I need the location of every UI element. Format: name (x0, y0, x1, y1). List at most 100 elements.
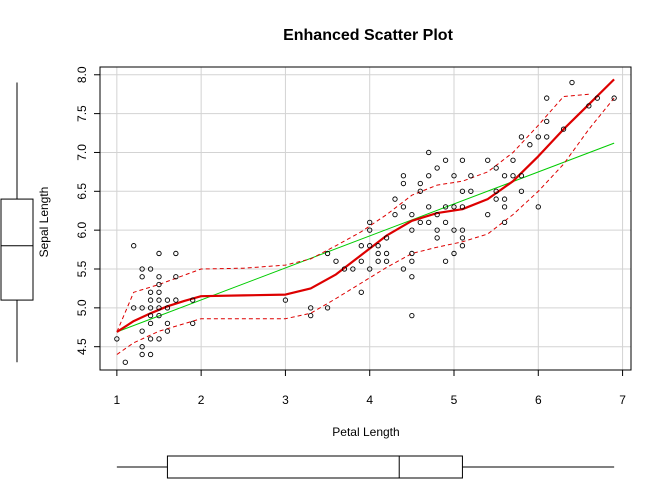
data-point (417, 219, 423, 226)
data-point (139, 351, 145, 358)
data-point (485, 211, 491, 218)
x-boxplot (116, 455, 615, 479)
data-point (147, 289, 154, 295)
data-point (434, 235, 440, 241)
x-tick-label: 4 (366, 393, 373, 407)
data-point (392, 211, 398, 218)
data-point (518, 188, 525, 194)
y-tick-label: 5.5 (75, 260, 89, 277)
data-point (400, 204, 407, 210)
data-point (131, 243, 137, 249)
smooth-upper-band (116, 93, 589, 333)
data-point (341, 266, 348, 272)
plot-frame (99, 66, 632, 371)
data-point (544, 118, 550, 125)
data-point (282, 297, 289, 303)
data-point (164, 297, 171, 303)
data-point (493, 188, 499, 194)
data-point (367, 266, 373, 272)
data-point (535, 204, 541, 210)
data-point (459, 157, 466, 163)
data-point (501, 173, 508, 179)
data-point (426, 149, 432, 156)
data-point (409, 250, 415, 257)
data-point (569, 79, 575, 86)
data-point (501, 219, 508, 226)
data-point (459, 227, 466, 233)
data-point (459, 235, 466, 241)
data-point (544, 95, 550, 101)
data-point (139, 274, 145, 280)
data-point (156, 312, 162, 319)
data-points (114, 79, 617, 365)
data-point (392, 196, 398, 202)
x-tick-label: 5 (451, 393, 458, 407)
data-point (308, 312, 314, 319)
y-tick-label: 7.5 (75, 105, 89, 122)
smooth-line (116, 78, 615, 333)
y-tick-label: 8.0 (75, 66, 89, 83)
data-point (308, 305, 314, 311)
x-tick-label: 1 (114, 393, 121, 407)
y-tick-label: 4.5 (75, 338, 89, 355)
data-point (518, 173, 525, 179)
axis-ticks: 1 2 3 4 5 6 7 4.5 5.0 5.5 6.0 6.5 7.0 7.5 8.0 (75, 66, 626, 407)
data-point (383, 258, 390, 264)
x-axis-label: Petal Length (332, 425, 399, 439)
data-point (156, 250, 162, 257)
data-point (156, 281, 162, 288)
data-point (442, 204, 449, 210)
data-point (383, 250, 390, 257)
x-tick-label: 6 (535, 393, 542, 407)
data-point (434, 211, 440, 218)
smooth-lower-band (116, 97, 615, 355)
data-point (173, 297, 179, 303)
data-point (367, 227, 373, 233)
data-point (173, 250, 179, 257)
data-point (426, 219, 432, 226)
x-tick-label: 3 (282, 393, 289, 407)
data-point (156, 305, 162, 311)
data-point (139, 328, 145, 334)
data-point (510, 157, 516, 163)
data-point (426, 204, 432, 210)
data-point (147, 351, 154, 358)
data-point (400, 180, 407, 187)
data-point (409, 274, 415, 280)
data-point (451, 250, 457, 257)
data-point (586, 103, 592, 109)
data-point (544, 134, 550, 140)
data-point (190, 297, 196, 303)
data-point (451, 204, 457, 210)
y-tick-label: 6.5 (75, 183, 89, 200)
data-point (383, 235, 390, 241)
chart-title: Enhanced Scatter Plot (283, 27, 453, 44)
data-point (324, 305, 331, 311)
y-tick-label: 7.0 (75, 144, 89, 161)
data-point (190, 320, 196, 327)
data-point (459, 188, 466, 194)
data-point (358, 289, 364, 295)
data-point (367, 243, 373, 249)
data-point (442, 157, 449, 163)
data-point (156, 336, 162, 342)
data-point (451, 173, 457, 179)
data-point (417, 188, 423, 194)
data-point (358, 243, 364, 249)
data-point (375, 243, 381, 249)
data-point (350, 266, 356, 272)
data-point (358, 258, 364, 264)
data-point (459, 204, 466, 210)
data-point (156, 297, 162, 303)
data-point (442, 219, 449, 226)
data-point (409, 258, 415, 264)
data-point (333, 258, 339, 264)
x-tick-label: 7 (619, 393, 626, 407)
data-point (501, 204, 508, 210)
data-point (535, 134, 541, 140)
data-point (451, 227, 457, 233)
data-point (459, 243, 466, 249)
data-point (417, 180, 423, 187)
data-point (324, 250, 331, 257)
